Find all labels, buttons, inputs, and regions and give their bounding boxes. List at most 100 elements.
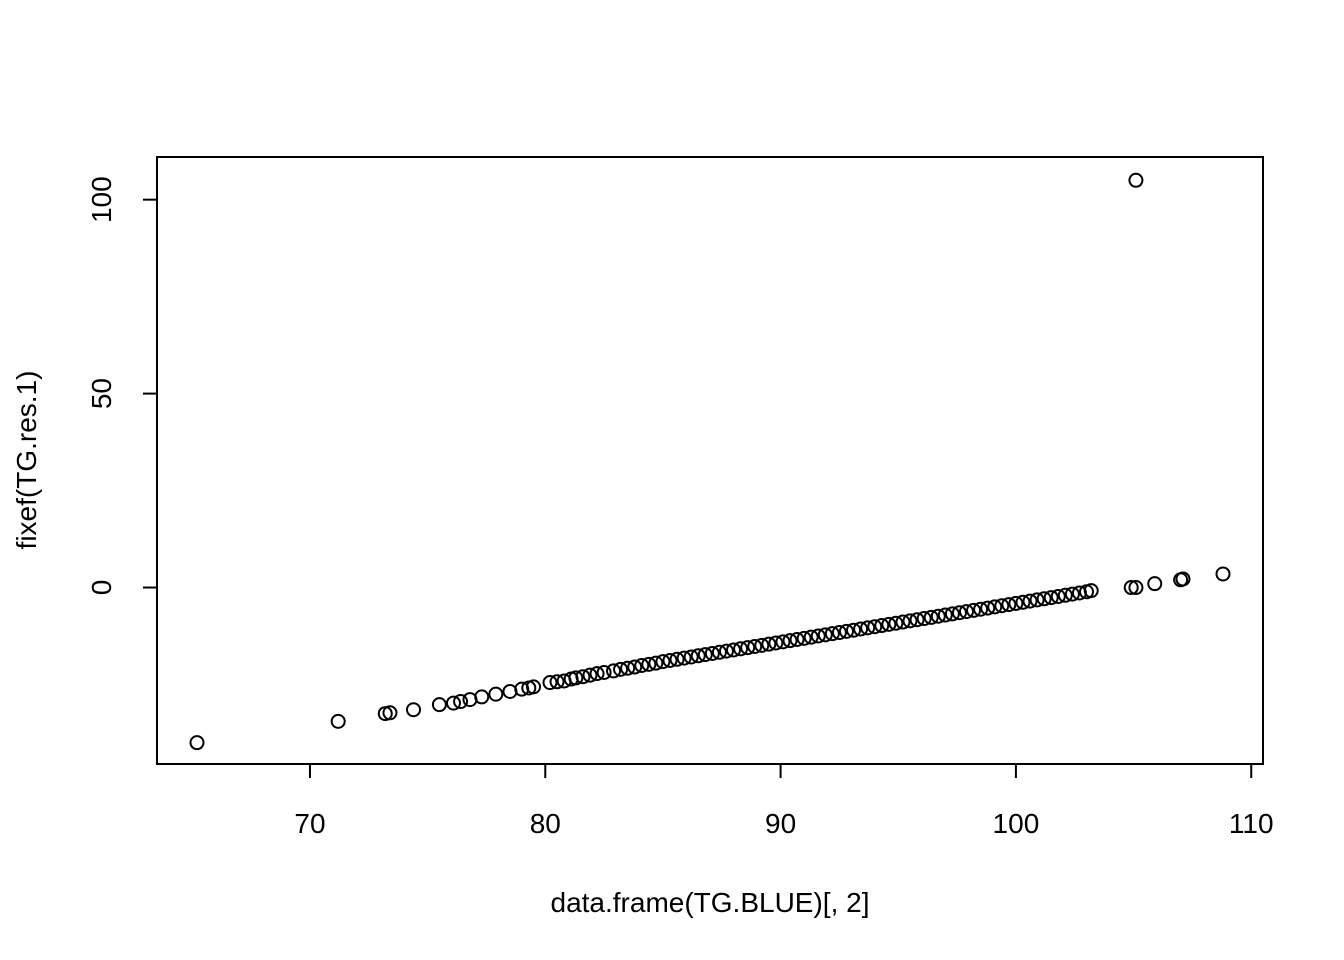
data-point: [1001, 597, 1017, 613]
y-tick-label: 100: [86, 176, 117, 223]
y-tick-label: 0: [86, 580, 117, 596]
data-point: [662, 652, 678, 668]
data-point: [810, 628, 826, 644]
data-point: [1175, 571, 1191, 587]
data-point: [568, 670, 584, 686]
data-point: [782, 633, 798, 649]
data-point: [648, 655, 664, 671]
data-point: [1008, 595, 1024, 611]
data-point: [846, 622, 862, 638]
data-point: [1029, 592, 1045, 608]
data-point: [740, 640, 756, 656]
data-point: [502, 683, 518, 699]
data-point: [549, 674, 565, 690]
x-tick-label: 100: [993, 808, 1040, 839]
data-point: [853, 621, 869, 637]
data-point: [634, 657, 650, 673]
data-point: [446, 695, 462, 711]
data-point: [944, 606, 960, 622]
data-point: [951, 605, 967, 621]
x-axis: 70 80 90 100 110: [294, 763, 1274, 839]
data-point: [641, 656, 657, 672]
data-point: [1215, 566, 1231, 582]
data-point: [881, 616, 897, 632]
data-point: [382, 705, 398, 721]
data-point: [902, 613, 918, 629]
data-point: [860, 620, 876, 636]
data-point: [697, 647, 713, 663]
data-point: [987, 599, 1003, 615]
data-point: [789, 631, 805, 647]
data-point: [1022, 593, 1038, 609]
data-point: [704, 645, 720, 661]
data-point: [1123, 580, 1139, 596]
data-point: [909, 612, 925, 628]
data-point: [474, 689, 490, 705]
x-axis-label: data.frame(TG.BLUE)[, 2]: [551, 887, 870, 918]
data-point: [718, 643, 734, 659]
data-point: [627, 659, 643, 675]
data-point: [655, 654, 671, 670]
y-axis: 0 50 100: [86, 176, 158, 596]
data-point: [1128, 172, 1144, 188]
x-tick-label: 110: [1229, 808, 1274, 839]
data-point: [620, 660, 636, 676]
data-point: [973, 601, 989, 617]
data-point: [575, 669, 591, 685]
data-point: [589, 666, 605, 682]
x-tick-label: 90: [765, 808, 796, 839]
data-point: [1050, 588, 1066, 604]
data-point: [966, 602, 982, 618]
data-point: [453, 694, 469, 710]
data-point: [596, 664, 612, 680]
plot-frame: [156, 156, 1264, 765]
data-point: [895, 614, 911, 630]
data-point: [775, 634, 791, 650]
data-point: [690, 648, 706, 664]
data-point: [711, 644, 727, 660]
data-point: [726, 642, 742, 658]
data-point: [874, 618, 890, 634]
data-point: [1128, 580, 1144, 596]
data-point: [542, 675, 558, 691]
data-point: [669, 651, 685, 667]
data-point: [796, 630, 812, 646]
data-point: [1147, 576, 1163, 592]
y-tick-label: 50: [86, 378, 117, 409]
data-point: [189, 735, 205, 751]
data-point: [838, 623, 854, 639]
data-point: [488, 686, 504, 702]
data-point: [606, 663, 622, 679]
data-point: [733, 641, 749, 657]
data-point: [824, 626, 840, 642]
data-point: [1015, 594, 1031, 610]
x-tick-label: 70: [294, 808, 325, 839]
data-point: [817, 627, 833, 643]
data-point: [937, 607, 953, 623]
data-point: [958, 604, 974, 620]
data-point: [754, 637, 770, 653]
data-point: [768, 635, 784, 651]
data-point: [831, 625, 847, 641]
data-point: [330, 713, 346, 729]
data-point: [803, 629, 819, 645]
y-axis-label: fixef(TG.res.1): [11, 371, 42, 550]
data-point: [526, 679, 542, 695]
data-points: [189, 172, 1231, 751]
data-point: [980, 600, 996, 616]
data-point: [994, 598, 1010, 614]
data-point: [923, 609, 939, 625]
data-point: [867, 619, 883, 635]
data-point: [930, 608, 946, 624]
data-point: [676, 650, 692, 666]
data-point: [613, 661, 629, 677]
data-point: [1043, 590, 1059, 606]
data-point: [582, 667, 598, 683]
data-point: [1057, 587, 1073, 603]
data-point: [761, 636, 777, 652]
x-tick-label: 80: [530, 808, 561, 839]
data-point: [1083, 583, 1099, 599]
data-point: [405, 702, 421, 718]
data-point: [747, 638, 763, 654]
